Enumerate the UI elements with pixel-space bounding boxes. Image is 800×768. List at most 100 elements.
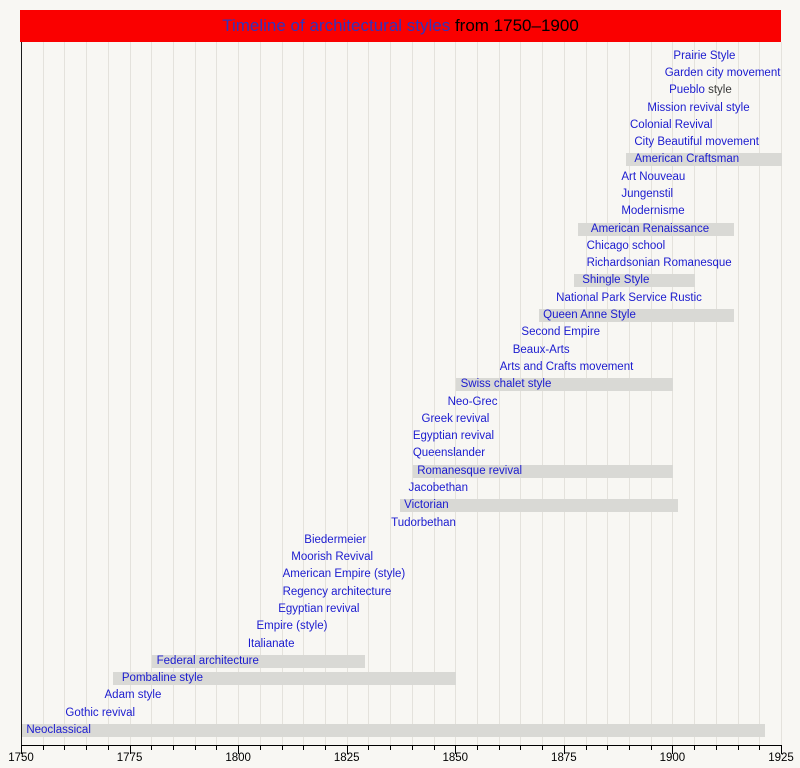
style-label[interactable]: Gothic revival [65, 706, 136, 719]
axis-tick [173, 746, 174, 750]
style-label[interactable]: Queenslander [412, 447, 486, 460]
axis-tick [368, 746, 370, 750]
timeline-bar [113, 672, 457, 686]
timeline-bar [456, 378, 674, 392]
timeline-bar [412, 464, 674, 478]
plot-area: Prairie Style Garden city movement Pueblo … [21, 42, 782, 745]
gridline [194, 42, 196, 745]
style-label[interactable]: Garden city movement [664, 66, 781, 79]
style-label[interactable]: Richardsonian Romanesque [586, 257, 732, 270]
gridline [368, 42, 370, 745]
style-label[interactable]: Art Nouveau [621, 170, 686, 183]
style-label[interactable]: Tudorbethan [391, 516, 456, 529]
gridline [107, 42, 109, 745]
style-label[interactable]: Victorian [404, 499, 449, 512]
axis-tick-label: 1800 [225, 752, 251, 764]
timeline-bar [538, 309, 735, 323]
gridline [542, 42, 544, 745]
gridline [672, 42, 674, 745]
timeline-bar [577, 222, 735, 236]
gridline [563, 42, 565, 745]
gridline [585, 42, 587, 745]
style-label[interactable]: Italianate [247, 637, 295, 650]
style-label[interactable]: Queen Anne Style [543, 309, 636, 322]
axis-tick [129, 746, 131, 754]
gridline [151, 42, 153, 745]
gridline [173, 42, 174, 745]
style-label[interactable]: Empire (style) [256, 620, 328, 633]
style-label[interactable]: Second Empire [521, 326, 601, 339]
gridline [715, 42, 717, 745]
axis-tick [259, 746, 261, 750]
axis-tick [781, 746, 782, 754]
style-label[interactable]: Beaux-Arts [512, 343, 570, 356]
axis-tick [672, 746, 674, 754]
style-label[interactable]: Neo-Grec [447, 395, 498, 408]
style-label[interactable]: Swiss chalet style [460, 378, 552, 391]
axis-tick [346, 746, 348, 754]
gridline [238, 42, 240, 745]
style-label[interactable]: Egyptian revival [412, 430, 495, 443]
axis-tick [455, 746, 457, 754]
axis-tick [563, 746, 565, 754]
gridline [346, 42, 348, 745]
style-label[interactable]: Chicago school [586, 239, 666, 252]
axis-tick [520, 746, 522, 750]
style-label[interactable]: Colonial Revival [630, 118, 713, 131]
timeline-title-link[interactable]: Timeline of architectural styles [222, 16, 451, 35]
axis-tick [107, 746, 109, 750]
axis-tick [607, 746, 609, 750]
axis-tick [411, 746, 413, 750]
style-label[interactable]: American Empire (style) [282, 568, 406, 581]
axis-tick-label: 1875 [551, 752, 577, 764]
style-label[interactable]: Pombaline style [121, 672, 204, 685]
style-label[interactable]: Federal architecture [156, 654, 259, 667]
style-label[interactable]: Biedermeier [304, 533, 367, 546]
axis-tick [433, 746, 435, 750]
timeline-bar [573, 274, 696, 288]
style-label[interactable]: Adam style [104, 689, 162, 702]
style-label[interactable]: Egyptian revival [278, 602, 360, 615]
axis-tick [542, 746, 544, 750]
axis-tick-label: 1900 [659, 752, 686, 764]
gridline [411, 42, 413, 745]
gridline [650, 42, 652, 745]
axis-tick-label: 1925 [768, 752, 794, 764]
axis-tick [759, 746, 761, 750]
style-label[interactable]: City Beautiful movement [634, 136, 759, 149]
gridline [281, 42, 283, 745]
style-label[interactable]: Neoclassical [26, 724, 91, 736]
axis-tick [477, 746, 478, 750]
gridline [129, 42, 131, 745]
style-label[interactable]: Shingle Style [582, 274, 650, 287]
axis-tick [238, 746, 240, 754]
gridline [86, 42, 88, 745]
style-label[interactable]: Moorish Revival [291, 551, 374, 564]
gridline [694, 42, 696, 745]
axis-tick [194, 746, 196, 750]
style-label[interactable]: Romanesque revival [417, 464, 523, 477]
gridline [303, 42, 305, 745]
axis-tick [325, 746, 326, 750]
axis-tick [216, 746, 218, 750]
style-label[interactable]: American Renaissance [590, 222, 710, 235]
axis-tick [303, 746, 305, 750]
style-label[interactable]: Mission revival style [647, 101, 750, 114]
style-label[interactable]: Modernisme [621, 205, 685, 218]
axis-tick [21, 746, 22, 754]
style-label[interactable]: Pueblo style [669, 84, 732, 97]
style-label[interactable]: Prairie Style [673, 49, 736, 62]
style-label[interactable]: Jungenstil [621, 188, 674, 201]
style-label[interactable]: National Park Service Rustic [556, 291, 702, 304]
gridline [216, 42, 218, 745]
gridline [433, 42, 435, 745]
gridline [759, 42, 761, 745]
axis-tick-label: 1775 [116, 752, 143, 764]
style-label[interactable]: Arts and Crafts movement [499, 360, 634, 373]
style-label[interactable]: Greek revival [421, 412, 490, 425]
gridline [607, 42, 609, 745]
style-label[interactable]: American Craftsman [634, 153, 740, 166]
style-label[interactable]: Regency architecture [282, 585, 392, 598]
style-label[interactable]: Jacobethan [408, 481, 468, 494]
